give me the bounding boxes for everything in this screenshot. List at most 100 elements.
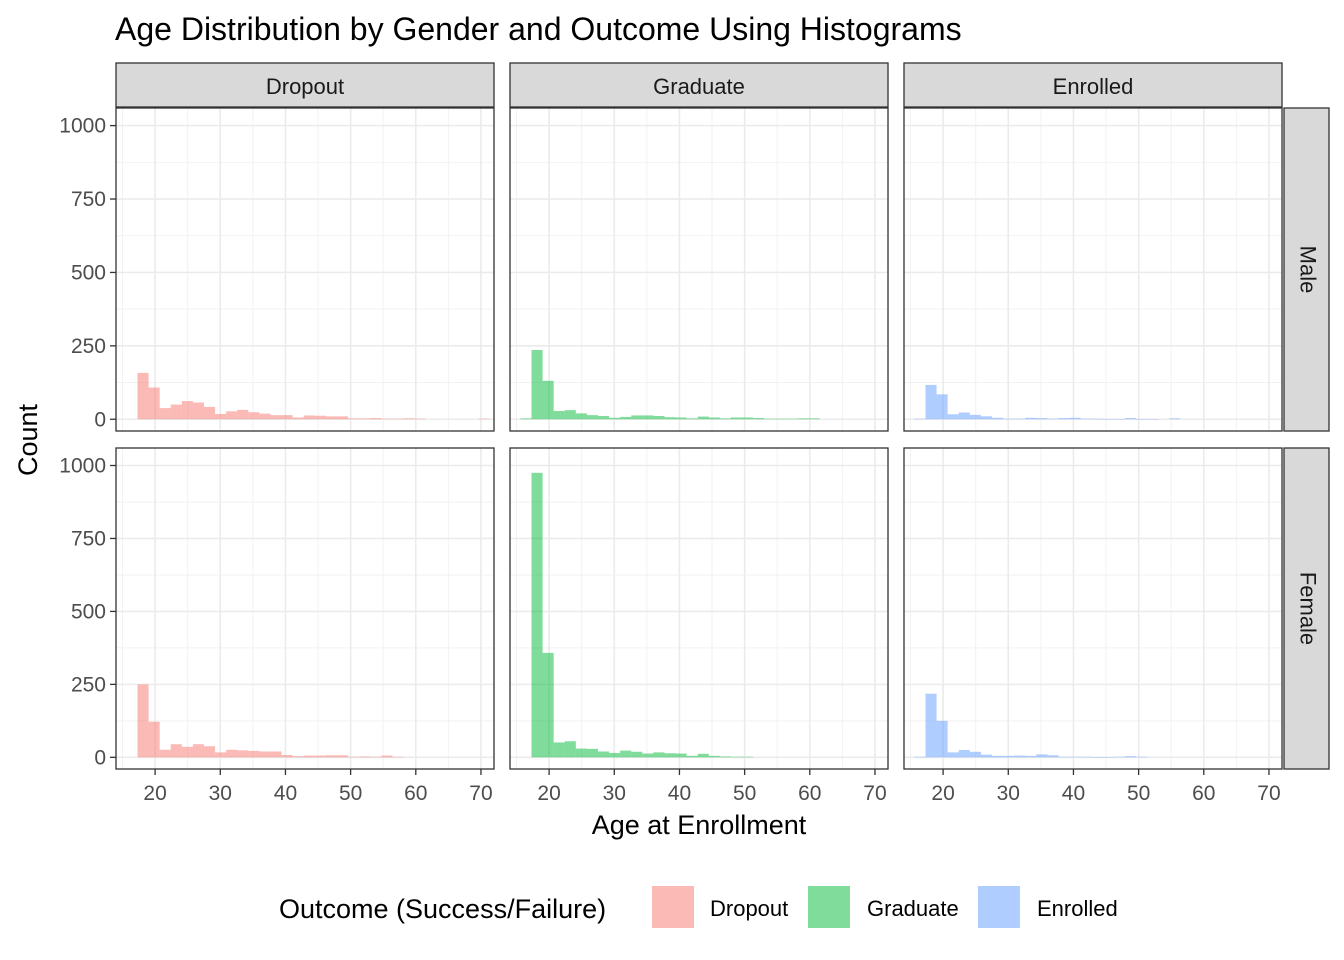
panel-border [903,447,1283,770]
histogram-bar [586,415,598,420]
histogram-bar [237,409,249,420]
histogram-bar [936,394,948,420]
panel-female-dropout: 0 250 500 750 1000 20 30 40 50 60 70 [59,447,495,805]
histogram-bar [631,751,643,758]
x-tick-label: 50 [1127,782,1150,805]
histogram-bar [359,756,371,758]
y-tick-label: 750 [71,188,106,211]
legend-item-dropout: Dropout [652,886,788,928]
histogram-bar [631,415,643,420]
y-tick-label: 1000 [59,455,106,478]
histogram-bar [686,418,698,420]
histogram-bar [148,387,160,420]
panel-male-graduate [509,107,889,432]
strip-background [1283,447,1330,770]
legend-key [808,886,850,928]
panel-male-enrolled [903,107,1283,432]
histogram-bar [381,755,393,758]
histogram-bar [1058,418,1070,420]
panel-border [509,447,889,770]
histogram-bar [664,417,676,420]
facet-panels: Dropout Graduate EnrolledMaleFemale0250500… [59,62,1330,805]
histogram-bar [958,412,970,420]
histogram-bar [270,415,282,420]
y-tick-label: 1000 [59,115,106,138]
histogram-bar [753,418,765,420]
histogram-bar [359,418,371,420]
legend-label: Graduate [867,896,959,921]
histogram-bar [281,415,293,420]
histogram-bar [403,418,415,420]
histogram-bar [697,416,709,420]
legend-label: Dropout [710,896,788,921]
panel-border [509,107,889,432]
histogram-bar [764,418,776,420]
legend-key [978,886,1020,928]
histogram-bar [553,411,565,420]
histogram-bar [675,753,687,758]
x-tick-label: 20 [143,782,166,805]
strip-label: Male [1296,246,1321,294]
histogram-bar [192,744,204,758]
histogram-bar [414,418,426,420]
histogram-bar [215,752,227,758]
x-tick-label: 70 [1257,782,1280,805]
histogram-bar [620,750,632,758]
histogram-bar [553,742,565,758]
histogram-bar [226,749,238,758]
strip-label: Enrolled [1053,74,1134,99]
histogram-bar [370,756,382,758]
histogram-bar [686,755,698,758]
histogram-bar [381,418,393,420]
histogram-bar [259,413,271,420]
histogram-bar [708,755,720,758]
histogram-bar [520,418,532,420]
histogram-bar [775,418,787,420]
histogram-bar [325,755,337,758]
x-tick-label: 50 [339,782,362,805]
histogram-bar [914,418,926,420]
histogram-bar [226,411,238,420]
x-tick-label: 20 [931,782,954,805]
histogram-bar [203,406,216,420]
histogram-bar [808,418,820,420]
histogram-bar [303,755,315,758]
histogram-bar [215,413,227,420]
histogram-bar [947,752,959,758]
histogram-bar [1003,418,1015,420]
histogram-bar [392,418,404,420]
histogram-bar [478,418,490,420]
strip-label: Female [1296,572,1321,645]
histogram-bar [325,416,337,420]
histogram-bar [137,684,149,758]
panel-border [115,447,495,770]
histogram-bar [303,415,315,420]
histogram-bar [314,415,326,420]
histogram-bar [203,746,216,758]
histogram-bar [925,693,937,758]
histogram-bar [1113,418,1125,420]
histogram-bar [348,756,360,758]
histogram-bar [170,744,182,758]
histogram-bar [1147,418,1159,420]
histogram-bar [730,756,743,758]
x-tick-label: 40 [668,782,691,805]
legend-item-graduate: Graduate [808,886,959,928]
histogram-bar [1091,757,1103,758]
histogram-bar [137,372,149,420]
x-tick-label: 60 [1192,782,1215,805]
histogram-bar [936,720,948,758]
histogram-bar [181,401,193,420]
histogram-bar [1014,755,1026,758]
panel-border [115,107,495,432]
panel-male-dropout: 0 250 500 750 1000 [59,107,495,432]
histogram-bar [991,417,1004,420]
strip-label: Dropout [266,74,344,99]
x-tick-label: 20 [537,782,560,805]
histogram-bar [675,417,687,420]
strip-background [509,62,889,108]
x-tick-label: 60 [404,782,427,805]
histogram-bar [1080,418,1092,420]
chart-title: Age Distribution by Gender and Outcome U… [115,11,962,47]
histogram-bar [1036,754,1048,758]
